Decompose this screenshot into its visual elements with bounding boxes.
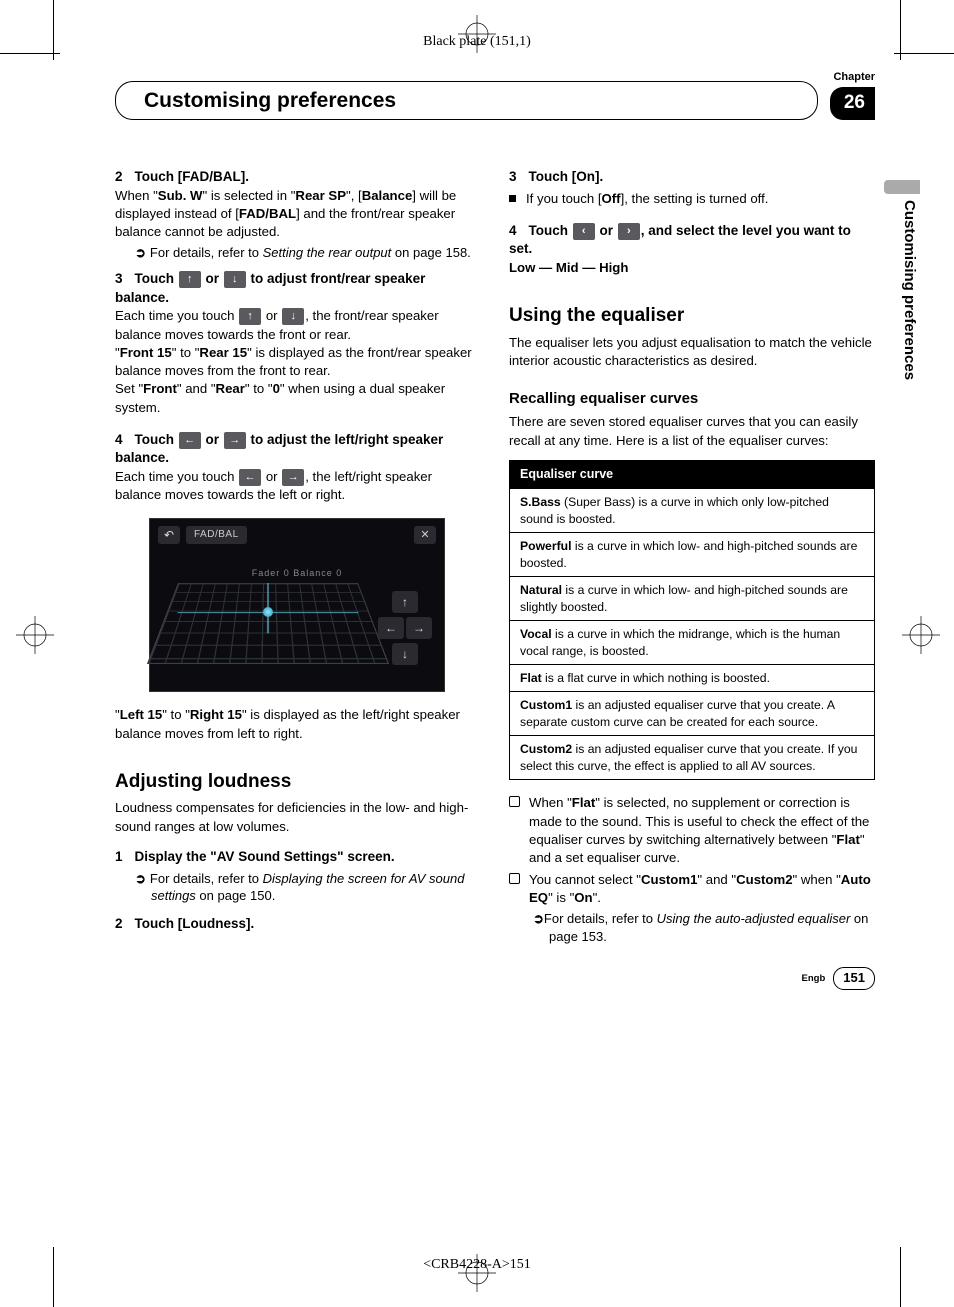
heading-recalling-curves: Recalling equaliser curves [509,388,875,409]
body-text: Set "Front" and "Rear" to "0" when using… [115,380,481,416]
reference-note: ➲For details, refer to Setting the rear … [115,244,481,262]
body-text: When "Sub. W" is selected in "Rear SP", … [115,187,481,242]
section-title: Customising preferences [144,86,797,115]
chapter-indicator: Chapter 26 [830,70,875,120]
body-text: Each time you touch ↑ or ↓, the front/re… [115,307,481,343]
up-arrow-button-icon: ↑ [179,271,201,288]
page-content: Customising preferences Customising pref… [115,70,875,950]
screenshot-arrow-buttons: ↑ ←→ ↓ [374,589,436,667]
table-header: Equaliser curve [510,461,874,489]
body-text: There are seven stored equaliser curves … [509,413,875,449]
table-row: Vocal is a curve in which the midrange, … [510,620,874,664]
heading-using-equaliser: Using the equaliser [509,303,875,330]
screenshot-left-icon: ← [378,617,404,639]
reference-arrow-icon: ➲ [533,911,544,926]
step-title: Touch ‹ or ›, and select the level you w… [509,223,851,257]
reference-note: ➲For details, refer to Using the auto-ad… [529,910,875,946]
step-number: 4 [509,223,517,238]
footer-language: Engb [802,972,826,985]
step-title: Touch [On]. [529,169,604,184]
registration-mark-right [902,616,940,654]
chapter-label: Chapter [830,70,875,85]
table-row: Custom2 is an adjusted equaliser curve t… [510,735,874,779]
note-item: When "Flat" is selected, no supplement o… [509,794,875,867]
footer-code: <CRB4228-A>151 [0,1255,954,1275]
square-bullet-icon [509,195,516,202]
screenshot-back-icon: ↶ [158,526,180,544]
reference-arrow-icon: ➲ [135,871,146,886]
level-options: Low — Mid — High [509,259,875,277]
footer-page-number: 151 [833,967,875,989]
reference-note: ➲For details, refer to Displaying the sc… [115,870,481,906]
right-arrow-button-icon: → [282,469,304,486]
step-number: 1 [115,849,123,864]
registration-mark-left [16,616,54,654]
step-title: Touch ↑ or ↓ to adjust front/rear speake… [115,271,425,305]
up-arrow-button-icon: ↑ [239,308,261,325]
notes-list: When "Flat" is selected, no supplement o… [509,794,875,945]
equaliser-curve-table: Equaliser curve S.Bass (Super Bass) is a… [509,460,875,781]
table-row: S.Bass (Super Bass) is a curve in which … [510,488,874,532]
note-box-icon [509,873,520,884]
screenshot-down-icon: ↓ [392,643,418,665]
step-number: 2 [115,169,123,184]
body-text: "Left 15" to "Right 15" is displayed as … [115,706,481,742]
chevron-left-button-icon: ‹ [573,223,595,240]
side-tab-label: Customising preferences [899,200,920,380]
step-title: Touch [FAD/BAL]. [135,169,249,184]
note-item: You cannot select "Custom1" and "Custom2… [509,871,875,945]
reference-arrow-icon: ➲ [135,245,146,260]
heading-adjusting-loudness: Adjusting loudness [115,769,481,796]
bullet-item: If you touch [Off], the setting is turne… [509,190,875,208]
left-arrow-button-icon: ← [239,469,261,486]
page-footer: Engb 151 [802,967,875,989]
screenshot-value-labels: Fader 0 Balance 0 [150,567,444,580]
table-row: Powerful is a curve in which low- and hi… [510,532,874,576]
screenshot-close-icon: ✕ [414,526,436,544]
side-index-stub [884,180,920,194]
body-text: "Front 15" to "Rear 15" is displayed as … [115,344,481,380]
body-text: Each time you touch ← or →, the left/rig… [115,468,481,504]
step-number: 3 [509,169,517,184]
step-title: Touch ← or → to adjust the left/right sp… [115,432,443,466]
note-box-icon [509,796,520,807]
section-title-pill: Customising preferences [115,81,818,120]
screenshot-title: FAD/BAL [186,526,247,544]
step-number: 2 [115,916,123,931]
step-title: Display the "AV Sound Settings" screen. [135,849,395,864]
plate-label: Black plate (151,1) [0,32,954,52]
screenshot-right-icon: → [406,617,432,639]
table-row: Flat is a flat curve in which nothing is… [510,664,874,691]
body-text: Loudness compensates for deficiencies in… [115,799,481,835]
body-text: The equaliser lets you adjust equalisati… [509,334,875,370]
left-arrow-button-icon: ← [179,432,201,449]
table-row: Custom1 is an adjusted equaliser curve t… [510,691,874,735]
fad-bal-screenshot: ↶ FAD/BAL ✕ Fader 0 Balance 0 ↑ ←→ ↓ [149,518,445,692]
chapter-number: 26 [830,87,875,120]
right-column: 3 Touch [On]. If you touch [Off], the set… [509,160,875,950]
page-header: Customising preferences Chapter 26 [115,70,875,120]
step-number: 3 [115,271,123,286]
left-column: 2 Touch [FAD/BAL]. When "Sub. W" is selec… [115,160,481,950]
step-title: Touch [Loudness]. [135,916,255,931]
down-arrow-button-icon: ↓ [282,308,304,325]
down-arrow-button-icon: ↓ [224,271,246,288]
right-arrow-button-icon: → [224,432,246,449]
table-row: Natural is a curve in which low- and hig… [510,576,874,620]
step-number: 4 [115,432,123,447]
chevron-right-button-icon: › [618,223,640,240]
screenshot-up-icon: ↑ [392,591,418,613]
